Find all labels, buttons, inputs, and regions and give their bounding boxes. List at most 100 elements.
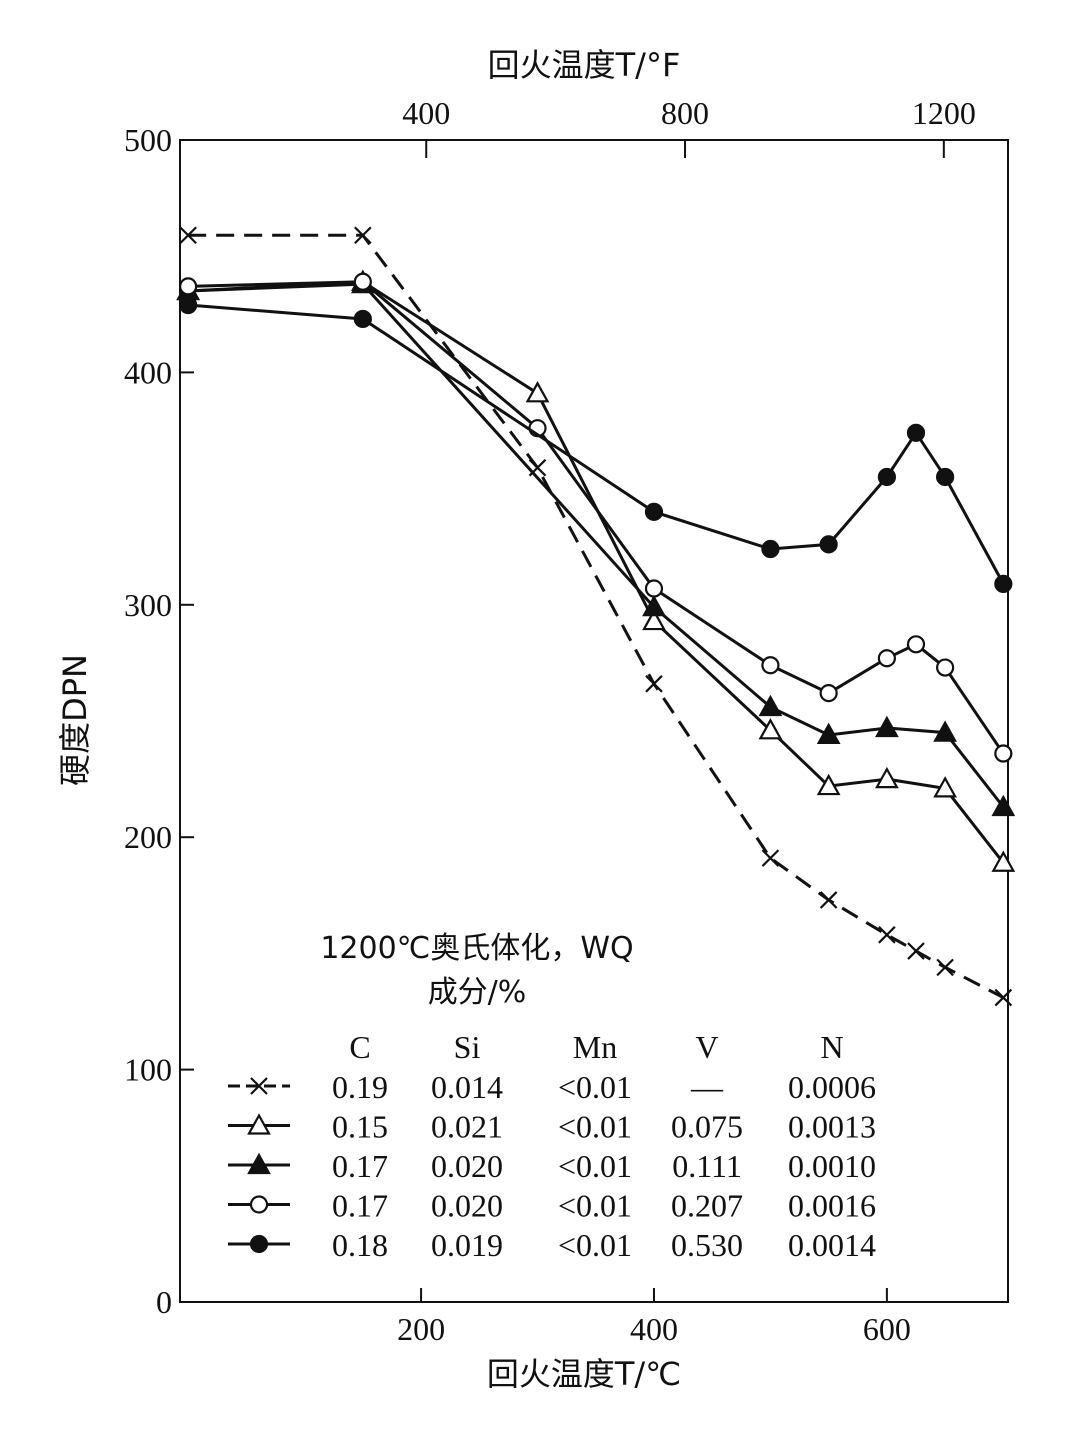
data-point [179,226,197,245]
legend-composition-value: <0.01 [558,1227,632,1263]
data-point [758,694,783,717]
series-1 [176,269,1016,872]
legend-composition-value: 0.17 [332,1188,388,1224]
data-point [906,635,926,654]
legend-marker [249,1234,269,1254]
annotation-line-1: 1200℃奥氏体化，WQ [320,931,633,966]
legend-composition-value: 0.0006 [788,1069,876,1105]
y-tick-label: 100 [124,1052,172,1088]
data-point [933,720,957,742]
series-2 [176,271,1016,817]
series-0 [179,226,1013,1007]
series-group [176,226,1016,1007]
legend-composition-value: 0.111 [672,1148,742,1184]
data-point [179,277,198,296]
data-point [936,658,955,677]
data-point [878,926,896,944]
legend-composition-value: 0.15 [332,1109,388,1145]
data-point [877,649,896,668]
y-tick-label: 300 [124,587,172,623]
series-line [188,282,1005,808]
data-point [933,776,957,798]
legend-composition-value: <0.01 [558,1188,632,1224]
data-point [994,988,1013,1007]
data-point [991,794,1016,817]
x-tick-label: 600 [863,1311,911,1347]
data-point [642,608,666,631]
data-point [353,309,372,329]
data-point [936,958,954,977]
legend: C Si Mn V N 0.19 0.014 <0.01 — 0.0006 0.15 0.021 <0.… [228,1029,876,1263]
data-point [644,579,664,598]
data-point [816,722,841,745]
x-tick-label: 200 [397,1311,445,1347]
series-line [188,233,1005,999]
data-point [994,744,1013,763]
legend-composition-value: 0.17 [332,1148,388,1184]
data-point [906,423,926,442]
axes: 0 100 200 300 400 500 200 400 600 400 800 1200 [124,95,1009,1347]
legend-composition-value: — [690,1069,724,1105]
y-tick-label: 500 [124,122,172,158]
y-tick-label: 200 [124,819,172,855]
data-point [819,684,838,703]
y-tick-label: 400 [124,354,172,390]
legend-column-header: V [695,1029,718,1065]
legend-composition-value: 0.530 [671,1227,743,1263]
legend-column-header: C [349,1029,370,1065]
legend-column-header: Si [454,1029,481,1065]
series-3 [179,272,1013,763]
legend-composition-value: 0.021 [431,1109,503,1145]
legend-composition-value: 0.207 [671,1188,743,1224]
data-point [819,535,838,554]
x2-tick-label: 800 [661,95,709,131]
legend-composition-value: 0.0010 [788,1148,876,1184]
x2-axis-label: 回火温度T/°F [488,46,681,84]
data-point [875,715,899,738]
legend-composition-value: 0.0016 [788,1188,876,1224]
legend-marker [249,1195,269,1214]
legend-composition-value: 0.019 [431,1227,503,1263]
legend-composition-value: 0.075 [671,1109,743,1145]
data-point [816,773,841,796]
legend-column-header: Mn [573,1029,617,1065]
data-point [994,574,1013,593]
series-line [188,280,1005,755]
data-point [353,272,372,291]
x-axis-label: 回火温度T/℃ [487,1355,681,1393]
y-axis-label: 硬度DPN [56,654,94,786]
legend-marker [250,1077,268,1095]
data-point [525,381,550,403]
legend-composition-value: 0.020 [431,1148,503,1184]
legend-composition-value: <0.01 [558,1148,632,1184]
x2-tick-label: 400 [402,95,450,131]
data-point [877,467,896,487]
data-point [758,718,783,740]
x-tick-label: 400 [630,1311,678,1347]
data-point [907,942,925,960]
data-point [354,226,372,245]
legend-composition-value: 0.0013 [788,1109,876,1145]
legend-marker [247,1113,271,1135]
series-line [188,280,1005,864]
legend-composition-value: 0.014 [431,1069,503,1105]
annotation-line-2: 成分/% [428,975,527,1010]
data-point [761,849,780,867]
data-point [991,850,1016,872]
data-point [645,675,663,693]
data-point [761,656,780,675]
legend-column-header: N [820,1029,843,1065]
data-point [761,539,780,559]
y-tick-label: 0 [156,1284,172,1320]
series-4 [179,295,1013,593]
plot-frame [179,139,1009,1303]
legend-composition-value: 0.19 [332,1069,388,1105]
legend-marker [247,1152,271,1175]
legend-composition-value: <0.01 [558,1069,632,1105]
x2-tick-label: 1200 [912,95,976,131]
legend-composition-value: 0.020 [431,1188,503,1224]
data-point [936,467,955,487]
legend-composition-value: 0.18 [332,1227,388,1263]
data-point [819,891,838,909]
